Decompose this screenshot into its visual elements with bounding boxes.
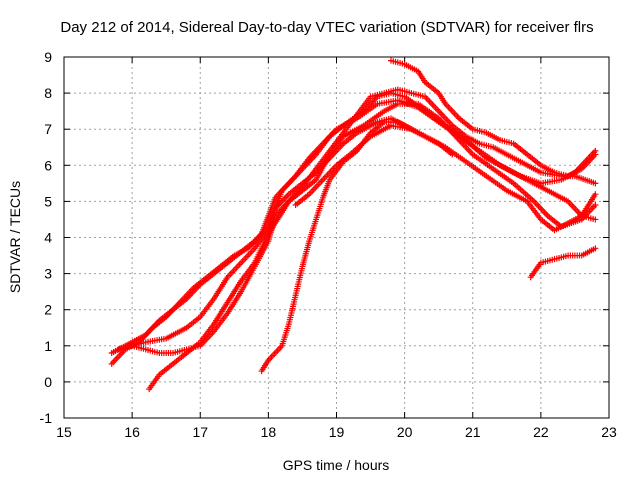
y-tick-label: 4 [44,230,52,246]
y-tick-label: 3 [44,266,52,282]
data-point [592,191,599,198]
y-tick-label: 9 [44,49,52,65]
y-tick-label: 8 [44,85,52,101]
series-track-7 [292,122,415,209]
y-tick-label: 0 [44,374,52,390]
grid [64,57,609,418]
x-tick-label: 15 [56,424,72,440]
data-point [408,126,415,133]
data-points [108,57,599,393]
y-axis-label: SDTVAR / TECUs [7,181,23,293]
data-point [592,180,599,187]
chart-title: Day 212 of 2014, Sidereal Day-to-day VTE… [60,19,593,36]
y-tick-label: 1 [44,338,52,354]
x-tick-label: 22 [533,424,549,440]
y-tick-label: 2 [44,302,52,318]
x-tick-label: 16 [124,424,140,440]
series-track-9 [527,245,599,281]
x-tick-label: 19 [329,424,345,440]
y-tick-label: 7 [44,121,52,137]
y-tick-label: -1 [40,410,53,426]
series-track-8 [388,57,599,180]
y-tick-label: 6 [44,157,52,173]
plot-frame [63,56,610,419]
data-point [592,245,599,252]
data-point [592,151,599,158]
data-point [592,216,599,223]
series-track-6 [258,118,456,375]
x-tick-label: 18 [261,424,277,440]
data-point [592,202,599,209]
x-tick-label: 23 [601,424,617,440]
x-axis-label: GPS time / hours [283,457,390,473]
x-tick-label: 20 [397,424,413,440]
y-tick-label: 5 [44,193,52,209]
x-tick-label: 17 [192,424,208,440]
series-track-5 [146,86,599,393]
data-point [449,151,456,158]
series-track-4 [129,115,599,349]
series-track-3 [115,100,599,357]
x-tick-label: 21 [465,424,481,440]
